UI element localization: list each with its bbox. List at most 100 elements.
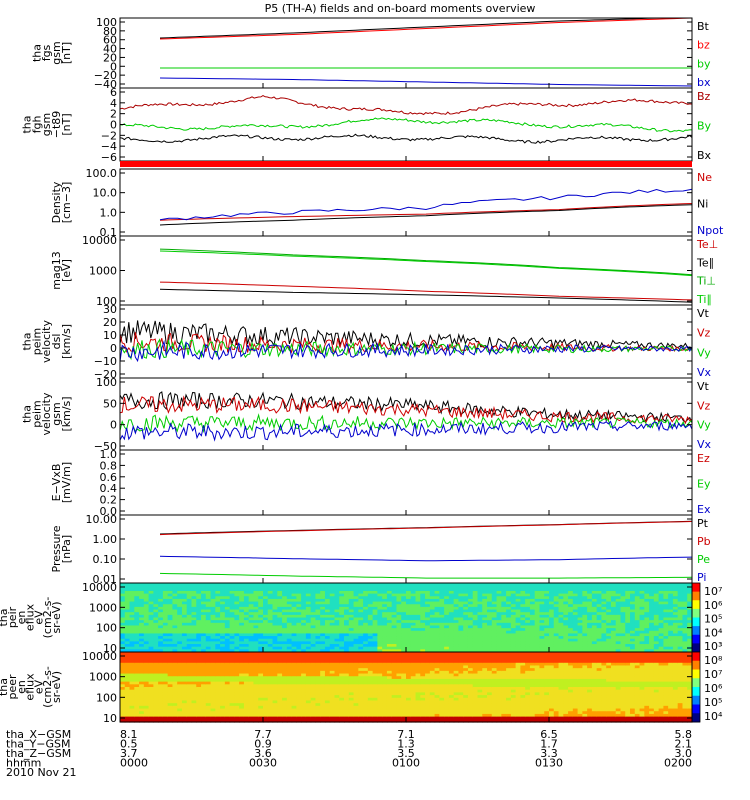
heatmap-cell xyxy=(386,583,393,587)
heatmap-cell xyxy=(301,606,307,611)
heatmap-cell xyxy=(143,630,150,635)
heatmap-cell xyxy=(186,585,193,589)
heatmap-cell xyxy=(129,652,135,656)
heatmap-cell xyxy=(139,614,145,619)
heatmap-cell xyxy=(429,614,436,619)
heatmap-cell xyxy=(148,668,154,672)
heatmap-cell xyxy=(377,700,383,704)
heatmap-cell xyxy=(177,662,183,667)
heatmap-cell xyxy=(196,687,202,691)
heatmap-cell xyxy=(320,657,326,661)
heatmap-cell xyxy=(544,596,550,600)
heatmap-cell xyxy=(358,662,364,667)
heatmap-cell xyxy=(253,678,259,683)
heatmap-cell xyxy=(329,684,336,688)
heatmap-cell xyxy=(205,708,212,712)
heatmap-cell xyxy=(520,596,526,600)
heatmap-cell xyxy=(677,588,684,592)
heatmap-cell xyxy=(196,588,202,592)
heatmap-cell xyxy=(263,652,269,656)
heatmap-cell xyxy=(639,588,645,592)
heatmap-cell xyxy=(420,596,426,600)
heatmap-cell xyxy=(134,665,140,669)
heatmap-cell xyxy=(558,617,564,621)
heatmap-cell xyxy=(129,695,135,699)
heatmap-cell xyxy=(291,668,297,672)
heatmap-cell xyxy=(286,583,293,587)
heatmap-cell xyxy=(282,703,288,707)
heatmap-cell xyxy=(134,654,140,658)
heatmap-cell xyxy=(320,665,326,669)
heatmap-cell xyxy=(420,606,426,611)
heatmap-cell xyxy=(172,713,178,718)
heatmap-cell xyxy=(167,649,174,653)
heatmap-cell xyxy=(224,596,231,600)
heatmap-cell xyxy=(563,617,569,621)
heatmap-cell xyxy=(577,641,583,645)
heatmap-cell xyxy=(305,705,312,710)
heatmap-cell xyxy=(220,583,226,587)
heatmap-cell xyxy=(120,681,126,685)
heatmap-cell xyxy=(215,630,221,635)
heatmap-cell xyxy=(220,711,226,715)
heatmap-cell xyxy=(124,719,131,723)
heatmap-cell xyxy=(501,598,507,603)
heatmap-cell xyxy=(277,689,283,693)
heatmap-cell xyxy=(367,590,374,595)
heatmap-cell xyxy=(391,692,398,696)
heatmap-cell xyxy=(124,590,131,595)
heatmap-cell xyxy=(310,695,317,699)
heatmap-cell xyxy=(487,588,493,592)
heatmap-cell xyxy=(425,617,431,621)
heatmap-cell xyxy=(186,593,193,597)
heatmap-cell xyxy=(382,593,388,597)
heatmap-cell xyxy=(444,625,450,629)
heatmap-cell xyxy=(291,606,297,611)
heatmap-cell xyxy=(339,676,345,680)
heatmap-cell xyxy=(301,670,307,675)
colorbar-label: 10⁷ xyxy=(704,585,722,598)
heatmap-cell xyxy=(630,633,636,637)
panel-frame xyxy=(119,449,693,516)
heatmap-cell xyxy=(396,719,402,723)
heatmap-cell xyxy=(386,681,393,685)
heatmap-cell xyxy=(668,620,674,624)
heatmap-cell xyxy=(672,585,679,589)
colorbar-segment xyxy=(692,608,700,618)
heatmap-cell xyxy=(367,630,374,635)
heatmap-cell xyxy=(339,713,345,718)
heatmap-cell xyxy=(653,612,660,616)
heatmap-cell xyxy=(196,644,202,648)
heatmap-cell xyxy=(324,716,331,720)
heatmap-cell xyxy=(172,638,178,642)
heatmap-cell xyxy=(453,601,460,605)
heatmap-cell xyxy=(544,601,550,605)
heatmap-cell xyxy=(177,695,183,699)
heatmap-cell xyxy=(224,703,231,707)
heatmap-cell xyxy=(272,660,278,664)
heatmap-cell xyxy=(649,630,655,635)
heatmap-cell xyxy=(420,585,426,589)
heatmap-cell xyxy=(501,638,507,642)
heatmap-cell xyxy=(615,614,622,619)
heatmap-cell xyxy=(220,601,226,605)
heatmap-cell xyxy=(220,630,226,635)
heatmap-cell xyxy=(558,609,564,613)
heatmap-cell xyxy=(324,654,331,658)
heatmap-cell xyxy=(520,644,526,648)
heatmap-cell xyxy=(353,657,359,661)
heatmap-cell xyxy=(305,681,312,685)
heatmap-cell xyxy=(630,604,636,608)
heatmap-cell xyxy=(658,633,664,637)
heatmap-cell xyxy=(668,593,674,597)
heatmap-cell xyxy=(448,604,455,608)
heatmap-cell xyxy=(415,644,421,648)
heatmap-cell xyxy=(324,641,331,645)
heatmap-cell xyxy=(372,681,378,685)
heatmap-cell xyxy=(591,606,598,611)
heatmap-cell xyxy=(267,583,274,587)
heatmap-cell xyxy=(282,652,288,656)
heatmap-cell xyxy=(243,668,250,672)
heatmap-cell xyxy=(286,617,293,621)
heatmap-cell xyxy=(167,593,174,597)
